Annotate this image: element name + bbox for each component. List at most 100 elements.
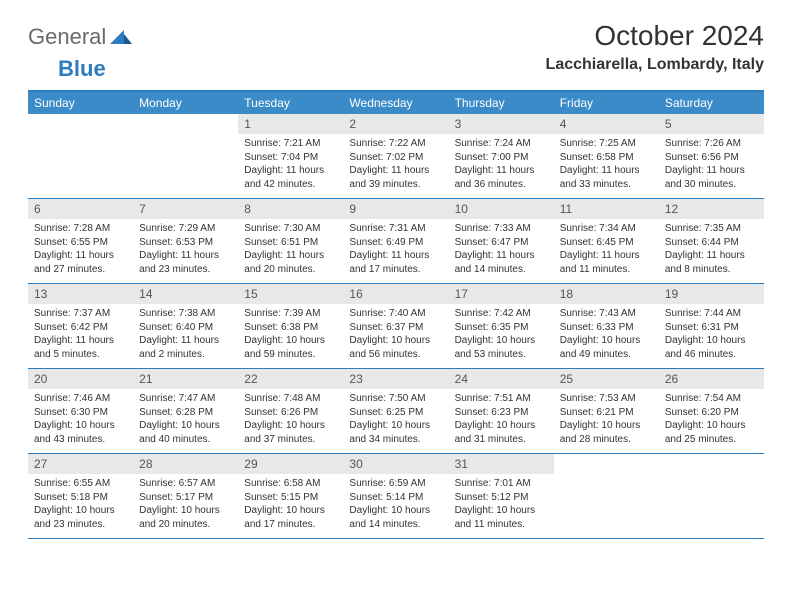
day-content: Sunrise: 7:35 AMSunset: 6:44 PMDaylight:… (659, 219, 764, 282)
day-cell (659, 454, 764, 538)
week-row: 1Sunrise: 7:21 AMSunset: 7:04 PMDaylight… (28, 114, 764, 199)
day-cell: 24Sunrise: 7:51 AMSunset: 6:23 PMDayligh… (449, 369, 554, 453)
week-row: 13Sunrise: 7:37 AMSunset: 6:42 PMDayligh… (28, 284, 764, 369)
day-cell: 13Sunrise: 7:37 AMSunset: 6:42 PMDayligh… (28, 284, 133, 368)
day-cell (28, 114, 133, 198)
day-content: Sunrise: 7:26 AMSunset: 6:56 PMDaylight:… (659, 134, 764, 197)
day-content: Sunrise: 7:31 AMSunset: 6:49 PMDaylight:… (343, 219, 448, 282)
day-cell: 1Sunrise: 7:21 AMSunset: 7:04 PMDaylight… (238, 114, 343, 198)
day-content: Sunrise: 7:53 AMSunset: 6:21 PMDaylight:… (554, 389, 659, 452)
logo: General (28, 24, 132, 50)
day-content: Sunrise: 7:33 AMSunset: 6:47 PMDaylight:… (449, 219, 554, 282)
day-header: Monday (133, 92, 238, 114)
day-number: 2 (343, 114, 448, 134)
day-number: 16 (343, 284, 448, 304)
day-number: 27 (28, 454, 133, 474)
day-header: Wednesday (343, 92, 448, 114)
day-cell: 23Sunrise: 7:50 AMSunset: 6:25 PMDayligh… (343, 369, 448, 453)
day-cell: 26Sunrise: 7:54 AMSunset: 6:20 PMDayligh… (659, 369, 764, 453)
day-number: 19 (659, 284, 764, 304)
day-cell: 2Sunrise: 7:22 AMSunset: 7:02 PMDaylight… (343, 114, 448, 198)
day-number: 23 (343, 369, 448, 389)
day-number: 29 (238, 454, 343, 474)
day-number: 11 (554, 199, 659, 219)
day-cell: 27Sunrise: 6:55 AMSunset: 5:18 PMDayligh… (28, 454, 133, 538)
logo-text-general: General (28, 24, 106, 50)
weeks-container: 1Sunrise: 7:21 AMSunset: 7:04 PMDaylight… (28, 114, 764, 539)
day-header: Sunday (28, 92, 133, 114)
day-content: Sunrise: 7:47 AMSunset: 6:28 PMDaylight:… (133, 389, 238, 452)
day-cell (133, 114, 238, 198)
day-cell: 5Sunrise: 7:26 AMSunset: 6:56 PMDaylight… (659, 114, 764, 198)
day-number: 6 (28, 199, 133, 219)
day-cell: 16Sunrise: 7:40 AMSunset: 6:37 PMDayligh… (343, 284, 448, 368)
day-cell: 25Sunrise: 7:53 AMSunset: 6:21 PMDayligh… (554, 369, 659, 453)
day-number: 30 (343, 454, 448, 474)
title-block: October 2024 Lacchiarella, Lombardy, Ita… (546, 20, 764, 74)
day-content: Sunrise: 7:21 AMSunset: 7:04 PMDaylight:… (238, 134, 343, 197)
day-headers-row: SundayMondayTuesdayWednesdayThursdayFrid… (28, 92, 764, 114)
day-cell: 29Sunrise: 6:58 AMSunset: 5:15 PMDayligh… (238, 454, 343, 538)
day-cell: 8Sunrise: 7:30 AMSunset: 6:51 PMDaylight… (238, 199, 343, 283)
day-cell: 6Sunrise: 7:28 AMSunset: 6:55 PMDaylight… (28, 199, 133, 283)
day-number: 22 (238, 369, 343, 389)
day-header: Friday (554, 92, 659, 114)
day-cell: 15Sunrise: 7:39 AMSunset: 6:38 PMDayligh… (238, 284, 343, 368)
day-cell: 7Sunrise: 7:29 AMSunset: 6:53 PMDaylight… (133, 199, 238, 283)
day-cell: 12Sunrise: 7:35 AMSunset: 6:44 PMDayligh… (659, 199, 764, 283)
day-number: 24 (449, 369, 554, 389)
day-number: 10 (449, 199, 554, 219)
day-content: Sunrise: 7:42 AMSunset: 6:35 PMDaylight:… (449, 304, 554, 367)
week-row: 6Sunrise: 7:28 AMSunset: 6:55 PMDaylight… (28, 199, 764, 284)
day-number: 8 (238, 199, 343, 219)
day-cell: 30Sunrise: 6:59 AMSunset: 5:14 PMDayligh… (343, 454, 448, 538)
day-cell: 9Sunrise: 7:31 AMSunset: 6:49 PMDaylight… (343, 199, 448, 283)
day-cell: 10Sunrise: 7:33 AMSunset: 6:47 PMDayligh… (449, 199, 554, 283)
day-number: 17 (449, 284, 554, 304)
day-content: Sunrise: 7:25 AMSunset: 6:58 PMDaylight:… (554, 134, 659, 197)
day-content: Sunrise: 7:44 AMSunset: 6:31 PMDaylight:… (659, 304, 764, 367)
day-content: Sunrise: 7:48 AMSunset: 6:26 PMDaylight:… (238, 389, 343, 452)
day-cell (554, 454, 659, 538)
day-number: 31 (449, 454, 554, 474)
day-number: 4 (554, 114, 659, 134)
day-cell: 14Sunrise: 7:38 AMSunset: 6:40 PMDayligh… (133, 284, 238, 368)
day-content: Sunrise: 7:50 AMSunset: 6:25 PMDaylight:… (343, 389, 448, 452)
day-content: Sunrise: 7:43 AMSunset: 6:33 PMDaylight:… (554, 304, 659, 367)
day-content: Sunrise: 7:30 AMSunset: 6:51 PMDaylight:… (238, 219, 343, 282)
day-header: Thursday (449, 92, 554, 114)
day-content: Sunrise: 7:01 AMSunset: 5:12 PMDaylight:… (449, 474, 554, 537)
day-content: Sunrise: 6:55 AMSunset: 5:18 PMDaylight:… (28, 474, 133, 537)
day-number: 25 (554, 369, 659, 389)
day-content: Sunrise: 7:54 AMSunset: 6:20 PMDaylight:… (659, 389, 764, 452)
day-cell: 20Sunrise: 7:46 AMSunset: 6:30 PMDayligh… (28, 369, 133, 453)
week-row: 20Sunrise: 7:46 AMSunset: 6:30 PMDayligh… (28, 369, 764, 454)
day-cell: 18Sunrise: 7:43 AMSunset: 6:33 PMDayligh… (554, 284, 659, 368)
day-content: Sunrise: 7:37 AMSunset: 6:42 PMDaylight:… (28, 304, 133, 367)
day-cell: 3Sunrise: 7:24 AMSunset: 7:00 PMDaylight… (449, 114, 554, 198)
day-number: 18 (554, 284, 659, 304)
day-cell: 17Sunrise: 7:42 AMSunset: 6:35 PMDayligh… (449, 284, 554, 368)
day-content: Sunrise: 7:38 AMSunset: 6:40 PMDaylight:… (133, 304, 238, 367)
day-cell: 28Sunrise: 6:57 AMSunset: 5:17 PMDayligh… (133, 454, 238, 538)
triangle-icon (110, 24, 132, 50)
calendar: SundayMondayTuesdayWednesdayThursdayFrid… (28, 90, 764, 539)
day-number: 20 (28, 369, 133, 389)
month-title: October 2024 (546, 20, 764, 52)
day-content: Sunrise: 6:58 AMSunset: 5:15 PMDaylight:… (238, 474, 343, 537)
day-number: 15 (238, 284, 343, 304)
day-number: 7 (133, 199, 238, 219)
day-content: Sunrise: 6:57 AMSunset: 5:17 PMDaylight:… (133, 474, 238, 537)
day-content: Sunrise: 7:46 AMSunset: 6:30 PMDaylight:… (28, 389, 133, 452)
week-row: 27Sunrise: 6:55 AMSunset: 5:18 PMDayligh… (28, 454, 764, 539)
logo-text-blue: Blue (58, 56, 106, 82)
day-content: Sunrise: 7:51 AMSunset: 6:23 PMDaylight:… (449, 389, 554, 452)
day-number: 5 (659, 114, 764, 134)
day-number: 13 (28, 284, 133, 304)
day-cell: 21Sunrise: 7:47 AMSunset: 6:28 PMDayligh… (133, 369, 238, 453)
day-content: Sunrise: 7:28 AMSunset: 6:55 PMDaylight:… (28, 219, 133, 282)
day-content: Sunrise: 7:22 AMSunset: 7:02 PMDaylight:… (343, 134, 448, 197)
day-content: Sunrise: 7:29 AMSunset: 6:53 PMDaylight:… (133, 219, 238, 282)
day-number: 14 (133, 284, 238, 304)
day-number: 1 (238, 114, 343, 134)
